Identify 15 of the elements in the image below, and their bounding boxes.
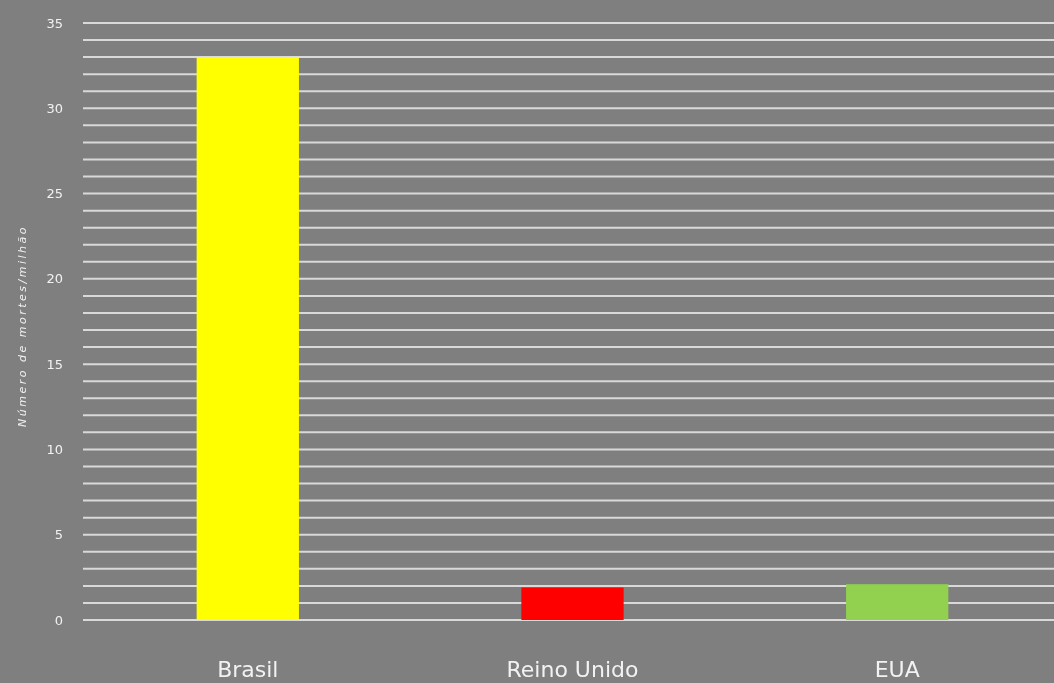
bar: [196, 57, 299, 620]
y-tick-label: 30: [46, 100, 63, 116]
y-tick-label: 25: [46, 186, 63, 202]
y-tick-label: 35: [46, 15, 63, 31]
y-tick-label: 0: [54, 612, 63, 628]
y-tick-label: 10: [46, 441, 63, 457]
x-tick-label: Reino Unido: [506, 657, 639, 682]
y-tick-label: 5: [54, 527, 63, 543]
x-tick-label: EUA: [874, 657, 920, 682]
bar: [521, 587, 624, 620]
x-tick-label: Brasil: [217, 657, 279, 682]
bar: [846, 584, 949, 620]
y-axis-title: Número de mortes/milhão: [16, 225, 29, 427]
y-tick-label: 15: [46, 356, 63, 372]
y-tick-label: 20: [46, 271, 63, 287]
